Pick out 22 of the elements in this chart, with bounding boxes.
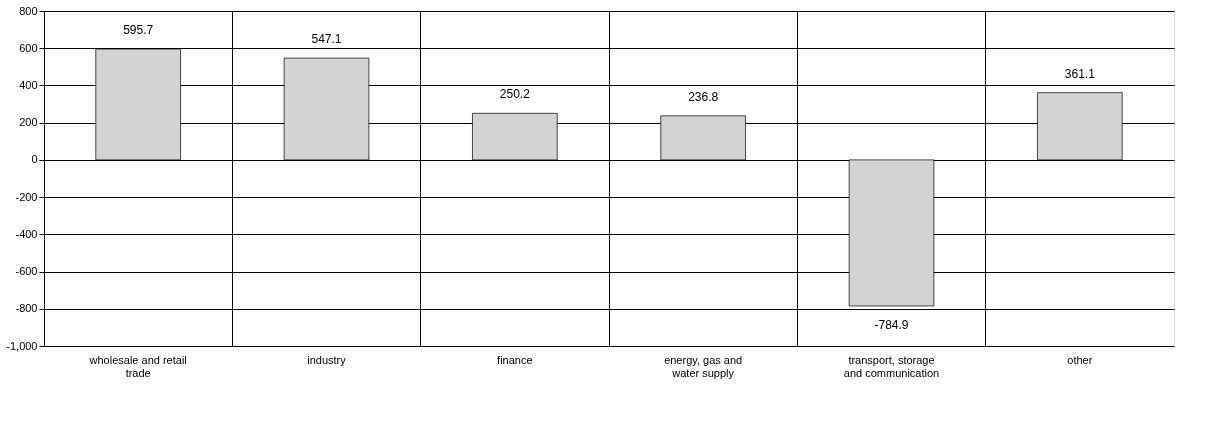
- data-label: 547.1: [311, 32, 342, 47]
- y-tick-label: -600: [15, 265, 38, 278]
- y-tick-label: 0: [31, 153, 38, 166]
- data-label: 250.2: [499, 87, 531, 102]
- y-tick-label: -400: [15, 227, 38, 240]
- y-tick-label: 600: [19, 41, 38, 54]
- x-tick-label: finance: [497, 353, 533, 366]
- x-tick-label: transport, storage and communication: [843, 353, 940, 379]
- data-label: 595.7: [123, 23, 154, 38]
- y-tick-label: -800: [15, 302, 38, 315]
- data-label: -784.9: [874, 317, 909, 332]
- x-tick-label: other: [1067, 353, 1093, 366]
- y-tick-label: -1,000: [6, 339, 38, 352]
- y-tick-label: 800: [19, 4, 38, 17]
- x-tick-label: energy, gas and water supply: [664, 353, 743, 379]
- data-label: 361.1: [1064, 66, 1096, 81]
- data-label: 236.8: [688, 89, 719, 104]
- x-tick-label: industry: [307, 353, 347, 366]
- y-tick-label: 200: [19, 116, 38, 129]
- x-tick-label: wholesale and retail trade: [88, 353, 187, 379]
- y-tick-label: 400: [19, 78, 38, 91]
- y-tick-label: -200: [15, 190, 38, 203]
